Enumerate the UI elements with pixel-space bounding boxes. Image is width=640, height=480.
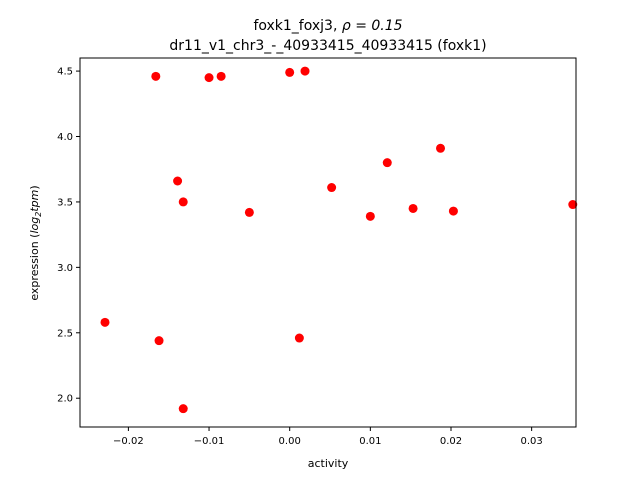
chart-title-gene-pair: foxk1_foxj3, bbox=[253, 18, 341, 34]
x-axis-ticks: −0.02 −0.01 0.00 0.01 0.02 0.03 bbox=[113, 427, 543, 447]
y-tick-label: 2.0 bbox=[57, 394, 73, 405]
data-point-10 bbox=[285, 67, 295, 77]
data-point-5 bbox=[178, 197, 188, 207]
chart-title-rho: ρ = 0.15 bbox=[342, 18, 403, 34]
x-tick-label: 0.03 bbox=[521, 436, 543, 447]
y-tick-label: 2.5 bbox=[57, 328, 73, 339]
y-axis-label-log: log bbox=[28, 217, 41, 234]
plot-frame bbox=[79, 57, 577, 428]
data-point-1 bbox=[100, 317, 110, 327]
x-axis-label: activity bbox=[308, 457, 349, 470]
x-tick-label: 0.02 bbox=[440, 436, 462, 447]
data-point-2 bbox=[151, 71, 161, 81]
x-tick-label: −0.02 bbox=[113, 436, 144, 447]
x-tick-label: −0.01 bbox=[194, 436, 225, 447]
data-point-17 bbox=[436, 143, 446, 153]
y-tick-label: 3.5 bbox=[57, 197, 73, 208]
chart-title-line1: foxk1_foxj3, ρ = 0.15 bbox=[253, 18, 402, 34]
y-axis-label-sub: 2 bbox=[34, 212, 43, 217]
y-axis-label-prefix: expression ( bbox=[28, 234, 41, 301]
y-axis-label-suffix: ) bbox=[28, 185, 41, 189]
data-point-7 bbox=[204, 73, 214, 83]
y-tick-label: 3.0 bbox=[57, 263, 73, 274]
data-point-11 bbox=[294, 333, 304, 343]
x-tick-label: 0.01 bbox=[359, 436, 381, 447]
data-point-12 bbox=[300, 66, 310, 76]
data-point-4 bbox=[173, 176, 183, 186]
data-point-8 bbox=[216, 71, 226, 81]
y-axis-ticks: 2.0 2.5 3.0 3.5 4.0 4.5 bbox=[57, 67, 80, 405]
data-point-9 bbox=[244, 207, 254, 217]
y-axis-label-tpm: tpm bbox=[28, 190, 41, 212]
data-point-16 bbox=[408, 203, 418, 213]
data-point-15 bbox=[382, 158, 392, 168]
data-point-13 bbox=[327, 183, 337, 193]
data-points bbox=[100, 66, 578, 414]
chart-title-line2: dr11_v1_chr3_-_40933415_40933415 (foxk1) bbox=[169, 38, 486, 54]
y-axis-label: expression (log2tpm) bbox=[28, 185, 43, 300]
data-point-6 bbox=[178, 404, 188, 414]
y-tick-label: 4.0 bbox=[57, 132, 73, 143]
data-point-19 bbox=[568, 200, 578, 210]
data-point-18 bbox=[448, 206, 458, 216]
data-point-14 bbox=[365, 211, 375, 221]
y-tick-label: 4.5 bbox=[57, 67, 73, 78]
x-tick-label: 0.00 bbox=[279, 436, 301, 447]
data-point-3 bbox=[154, 336, 164, 346]
